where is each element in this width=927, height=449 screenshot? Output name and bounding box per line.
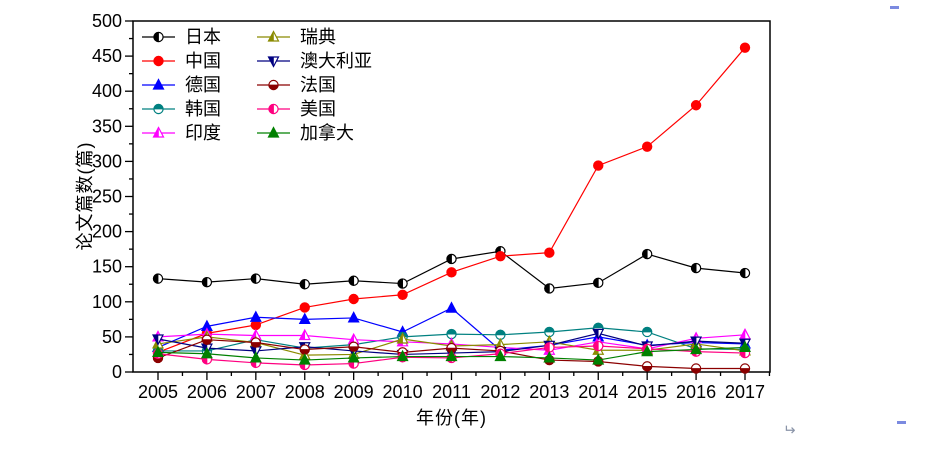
- x-tick-label: 2008: [285, 382, 325, 402]
- x-axis-title: 年份(年): [416, 408, 487, 428]
- legend-item-usa: 美国: [257, 99, 336, 119]
- legend-label: 法国: [300, 75, 336, 95]
- legend-label: 澳大利亚: [300, 51, 372, 71]
- x-tick-label: 2016: [676, 382, 716, 402]
- document-artifact-dash: [890, 6, 899, 9]
- legend-item-india: 印度: [142, 123, 221, 143]
- plot-frame: [132, 20, 771, 373]
- y-tick-label: 0: [112, 362, 122, 382]
- y-tick-label: 100: [92, 292, 122, 312]
- x-tick-label: 2006: [187, 382, 227, 402]
- legend-item-china: 中国: [142, 51, 221, 71]
- legend-item-sweden: 瑞典: [257, 27, 336, 47]
- series-china: [152, 42, 751, 358]
- y-tick-label: 50: [102, 327, 122, 347]
- x-tick-label: 2010: [383, 382, 423, 402]
- x-tick-label: 2009: [334, 382, 374, 402]
- legend-label: 德国: [185, 75, 221, 95]
- y-tick-label: 150: [92, 257, 122, 277]
- y-tick-label: 400: [92, 81, 122, 101]
- legend-item-france: 法国: [257, 75, 336, 95]
- legend-label: 加拿大: [300, 122, 354, 143]
- legend-label: 韩国: [185, 99, 221, 119]
- series-japan: [152, 246, 751, 294]
- legend-item-canada: 加拿大: [257, 122, 354, 143]
- y-tick-label: 350: [92, 116, 122, 136]
- x-tick-label: 2012: [480, 382, 520, 402]
- series-canada: [152, 340, 751, 365]
- x-tick-label: 2005: [138, 382, 178, 402]
- x-tick-label: 2013: [529, 382, 569, 402]
- y-tick-label: 250: [92, 187, 122, 207]
- y-tick-label: 300: [92, 151, 122, 171]
- legend-label: 日本: [185, 27, 221, 47]
- y-tick-label: 200: [92, 222, 122, 242]
- legend-label: 印度: [185, 123, 221, 143]
- document-artifact-dash: [897, 421, 906, 424]
- legend-item-japan: 日本: [142, 27, 221, 47]
- x-tick-label: 2014: [578, 382, 618, 402]
- legend-item-korea: 韩国: [142, 99, 221, 119]
- legend-item-australia: 澳大利亚: [257, 51, 372, 71]
- y-tick-label: 500: [92, 11, 122, 31]
- y-tick-label: 450: [92, 46, 122, 66]
- legend-item-germany: 德国: [142, 75, 221, 95]
- legend-label: 瑞典: [300, 27, 336, 47]
- x-tick-label: 2007: [236, 382, 276, 402]
- x-tick-label: 2017: [725, 382, 765, 402]
- y-axis-title: 论文篇数(篇): [75, 141, 95, 251]
- x-tick-label: 2011: [432, 382, 471, 402]
- paragraph-return-mark: ↵: [783, 422, 796, 439]
- legend-label: 中国: [185, 51, 221, 71]
- legend-label: 美国: [300, 99, 336, 119]
- x-tick-label: 2015: [627, 382, 667, 402]
